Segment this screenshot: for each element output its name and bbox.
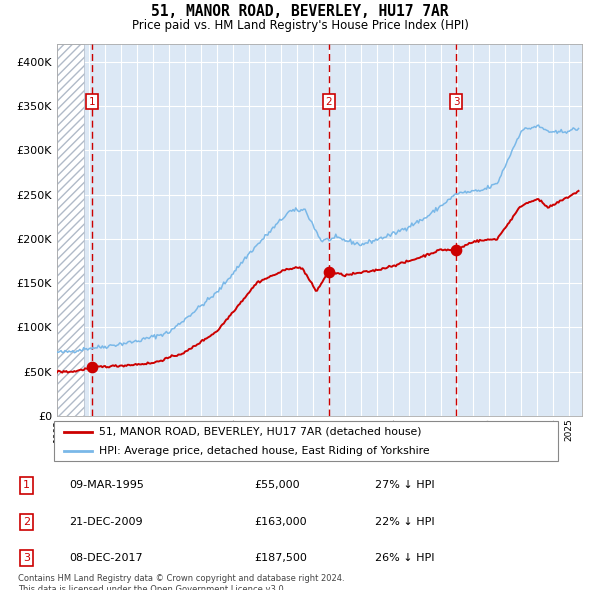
Text: 26% ↓ HPI: 26% ↓ HPI [375, 553, 434, 563]
Text: This data is licensed under the Open Government Licence v3.0.: This data is licensed under the Open Gov… [18, 585, 286, 590]
Point [87, 362, 97, 372]
Text: £55,000: £55,000 [254, 480, 299, 490]
Text: 3: 3 [23, 553, 30, 563]
Text: £187,500: £187,500 [254, 553, 307, 563]
Text: Price paid vs. HM Land Registry's House Price Index (HPI): Price paid vs. HM Land Registry's House … [131, 19, 469, 32]
Text: 1: 1 [23, 480, 30, 490]
Text: £163,000: £163,000 [254, 517, 307, 527]
Text: HPI: Average price, detached house, East Riding of Yorkshire: HPI: Average price, detached house, East… [100, 446, 430, 456]
Text: 21-DEC-2009: 21-DEC-2009 [70, 517, 143, 527]
Text: 3: 3 [453, 97, 460, 107]
Bar [57, 44, 84, 416]
Text: 27% ↓ HPI: 27% ↓ HPI [375, 480, 434, 490]
Point [324, 267, 334, 277]
Text: Contains HM Land Registry data © Crown copyright and database right 2024.: Contains HM Land Registry data © Crown c… [18, 574, 344, 583]
Text: 2: 2 [325, 97, 332, 107]
Text: 1: 1 [89, 97, 95, 107]
Text: 09-MAR-1995: 09-MAR-1995 [70, 480, 145, 490]
Text: 51, MANOR ROAD, BEVERLEY, HU17 7AR (detached house): 51, MANOR ROAD, BEVERLEY, HU17 7AR (deta… [100, 427, 422, 437]
Text: 51, MANOR ROAD, BEVERLEY, HU17 7AR: 51, MANOR ROAD, BEVERLEY, HU17 7AR [151, 4, 449, 19]
Text: 08-DEC-2017: 08-DEC-2017 [70, 553, 143, 563]
Text: 2: 2 [23, 517, 30, 527]
Text: 22% ↓ HPI: 22% ↓ HPI [375, 517, 434, 527]
Point [451, 245, 461, 255]
FancyBboxPatch shape [54, 421, 558, 461]
